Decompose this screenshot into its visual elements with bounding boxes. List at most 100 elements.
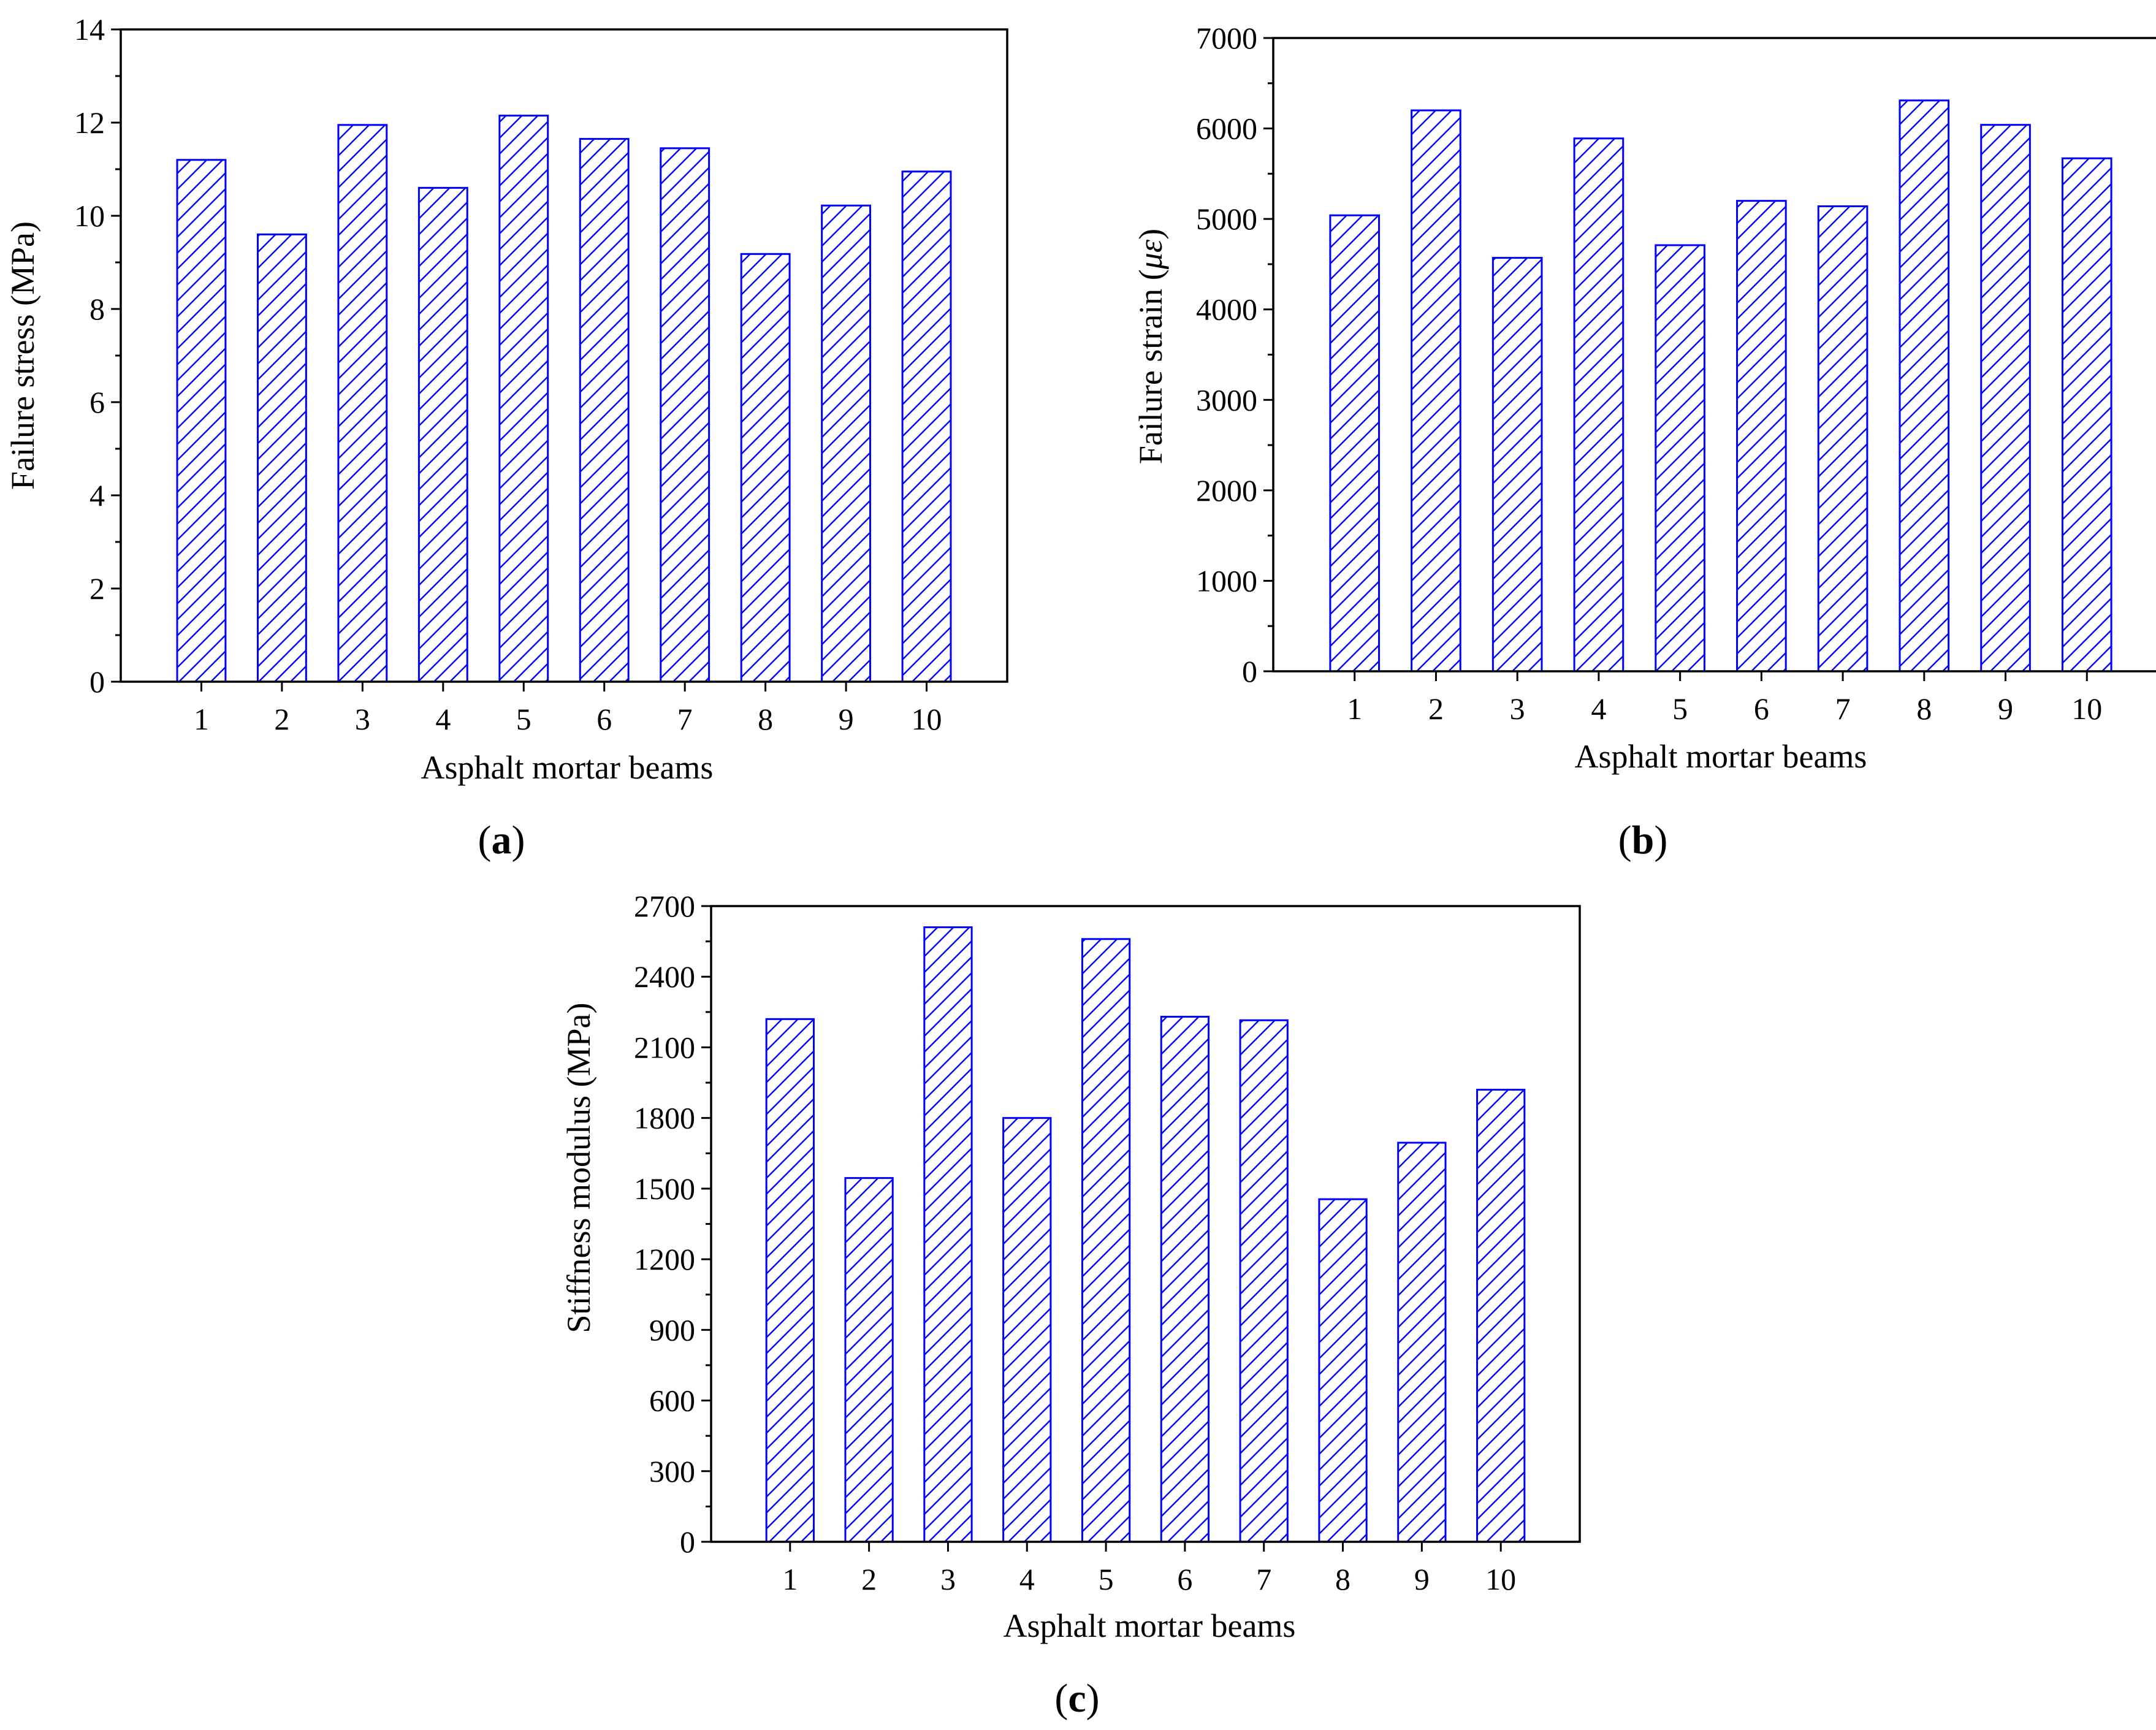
bar-c-4 bbox=[1002, 1117, 1052, 1543]
y-axis-title-c: Stiffness modulus (MPa) bbox=[560, 1002, 597, 1333]
y-tick-label-b: 1000 bbox=[1196, 563, 1257, 598]
x-tick-label-c: 3 bbox=[940, 1562, 956, 1596]
bar-c-2 bbox=[844, 1177, 894, 1543]
panel-label-c: (c) bbox=[1054, 1676, 1099, 1721]
x-axis-title-c: Asphalt mortar beams bbox=[1004, 1607, 1296, 1644]
y-tick-label-b: 6000 bbox=[1196, 112, 1257, 146]
panel-label-a: (a) bbox=[478, 818, 525, 863]
x-tick-label-a: 8 bbox=[758, 702, 773, 736]
y-axis-title-b-prefix: Failure strain ( bbox=[1132, 269, 1169, 464]
y-tick-label-a: 10 bbox=[74, 199, 105, 233]
y-tick-label-c: 0 bbox=[680, 1525, 695, 1559]
y-tick-label-c: 900 bbox=[649, 1313, 695, 1347]
bar-a-8 bbox=[740, 253, 791, 683]
x-tick-label-b: 4 bbox=[1591, 692, 1606, 726]
bar-c-10 bbox=[1476, 1089, 1526, 1543]
bar-b-10 bbox=[2061, 157, 2112, 673]
bar-b-7 bbox=[1817, 205, 1868, 673]
x-axis-title-a: Asphalt mortar beams bbox=[421, 749, 714, 786]
x-tick-label-b: 10 bbox=[2071, 692, 2102, 726]
bar-c-1 bbox=[765, 1018, 815, 1543]
y-tick-label-a: 12 bbox=[74, 105, 105, 140]
y-tick-label-c: 1200 bbox=[634, 1242, 695, 1276]
x-tick-label-c: 1 bbox=[782, 1562, 798, 1596]
x-tick-label-a: 9 bbox=[839, 702, 854, 736]
bar-c-5 bbox=[1081, 938, 1131, 1543]
x-tick-label-c: 10 bbox=[1485, 1562, 1516, 1596]
x-tick-label-c: 5 bbox=[1099, 1562, 1114, 1596]
bar-a-7 bbox=[660, 147, 710, 683]
x-tick-label-c: 2 bbox=[861, 1562, 877, 1596]
x-tick-label-a: 1 bbox=[194, 702, 209, 736]
x-tick-label-b: 7 bbox=[1835, 692, 1851, 726]
x-tick-label-c: 9 bbox=[1414, 1562, 1430, 1596]
bar-b-4 bbox=[1573, 137, 1625, 673]
y-tick-label-c: 1800 bbox=[634, 1101, 695, 1135]
y-tick-label-b: 2000 bbox=[1196, 473, 1257, 508]
plot-area-c: 0 300 600 900 1200 1500 1800 2100 2400 2700 1 2 3 4 5 6… bbox=[634, 889, 1581, 1596]
y-axis-title-b-symbol: με bbox=[1132, 239, 1169, 270]
x-tick-label-b: 6 bbox=[1754, 692, 1769, 726]
y-tick-label-b: 4000 bbox=[1196, 292, 1257, 327]
x-tick-label-b: 5 bbox=[1672, 692, 1688, 726]
x-tick-label-c: 7 bbox=[1256, 1562, 1271, 1596]
x-tick-label-a: 2 bbox=[274, 702, 289, 736]
chart-panel-c: 0 300 600 900 1200 1500 1800 2100 2400 2700 1 2 3 4 5 6… bbox=[560, 889, 1581, 1721]
x-tick-label-c: 6 bbox=[1177, 1562, 1192, 1596]
panel-label-b: (b) bbox=[1618, 818, 1668, 863]
x-tick-label-b: 3 bbox=[1510, 692, 1525, 726]
x-tick-label-b: 9 bbox=[1998, 692, 2013, 726]
y-axis-title-a: Failure stress (MPa) bbox=[4, 221, 41, 490]
y-tick-label-a: 14 bbox=[74, 12, 105, 47]
bar-b-6 bbox=[1736, 200, 1787, 673]
bar-a-1 bbox=[176, 159, 227, 683]
bar-a-9 bbox=[821, 204, 872, 683]
bar-c-8 bbox=[1318, 1198, 1368, 1543]
bar-b-2 bbox=[1411, 109, 1461, 673]
y-axis-title-b-suffix: ) bbox=[1132, 229, 1169, 240]
y-tick-label-c: 300 bbox=[649, 1454, 695, 1488]
chart-panel-b: 0 1000 2000 3000 4000 5000 6000 7000 1 2 3 4 5 6 7 8 9 10… bbox=[1132, 21, 2156, 863]
bar-b-9 bbox=[1980, 124, 2031, 673]
bar-b-5 bbox=[1655, 244, 1705, 673]
y-tick-label-b: 0 bbox=[1242, 654, 1257, 688]
bar-a-10 bbox=[901, 170, 952, 683]
plot-frame-a bbox=[120, 28, 1008, 683]
x-tick-label-b: 2 bbox=[1428, 692, 1444, 726]
x-tick-label-c: 4 bbox=[1019, 1562, 1035, 1596]
y-tick-label-c: 600 bbox=[649, 1384, 695, 1418]
x-tick-label-b: 1 bbox=[1347, 692, 1362, 726]
y-tick-label-a: 6 bbox=[90, 385, 105, 419]
bar-a-3 bbox=[337, 124, 388, 683]
y-tick-label-a: 8 bbox=[90, 292, 105, 326]
bar-a-4 bbox=[417, 186, 468, 683]
bar-c-9 bbox=[1397, 1141, 1447, 1543]
x-tick-label-a: 3 bbox=[355, 702, 370, 736]
x-tick-label-b: 8 bbox=[1916, 692, 1932, 726]
y-tick-label-a: 2 bbox=[90, 571, 105, 606]
y-tick-label-c: 1500 bbox=[634, 1172, 695, 1206]
bar-b-1 bbox=[1329, 214, 1381, 673]
y-tick-label-a: 4 bbox=[90, 478, 105, 513]
x-tick-label-a: 6 bbox=[596, 702, 612, 736]
x-tick-label-a: 10 bbox=[912, 702, 942, 736]
plot-frame-c bbox=[710, 905, 1581, 1543]
y-tick-label-c: 2100 bbox=[634, 1030, 695, 1064]
bar-c-3 bbox=[923, 926, 973, 1543]
y-axis-title-b: Failure strain (με) bbox=[1132, 229, 1169, 464]
y-tick-label-b: 3000 bbox=[1196, 383, 1257, 417]
y-tick-label-b: 5000 bbox=[1196, 202, 1257, 236]
plot-area-b: 0 1000 2000 3000 4000 5000 6000 7000 1 2 3 4 5 6 7 8 9 10 bbox=[1196, 21, 2156, 726]
bar-c-7 bbox=[1239, 1019, 1289, 1543]
bar-b-8 bbox=[1899, 99, 1950, 673]
y-tick-label-c: 2700 bbox=[634, 889, 695, 923]
x-axis-title-b: Asphalt mortar beams bbox=[1575, 738, 1867, 775]
bar-b-3 bbox=[1491, 257, 1543, 673]
x-tick-label-a: 5 bbox=[516, 702, 531, 736]
y-tick-label-a: 0 bbox=[90, 665, 105, 699]
y-tick-label-b: 7000 bbox=[1196, 21, 1257, 55]
bar-a-5 bbox=[498, 115, 549, 683]
